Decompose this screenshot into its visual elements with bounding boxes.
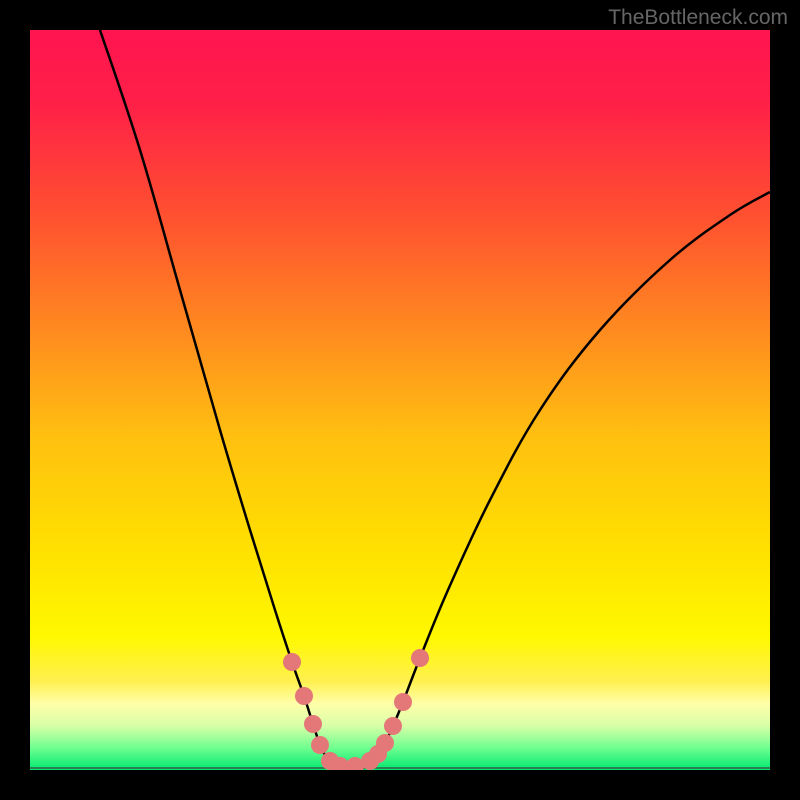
curve-marker: [295, 687, 313, 705]
curve-marker: [376, 734, 394, 752]
curve-marker: [411, 649, 429, 667]
watermark-text: TheBottleneck.com: [608, 6, 788, 30]
curve-marker: [384, 717, 402, 735]
chart-svg: [30, 30, 770, 770]
curve-marker: [311, 736, 329, 754]
chart-background: [30, 30, 770, 770]
curve-marker: [304, 715, 322, 733]
curve-marker: [394, 693, 412, 711]
curve-marker: [283, 653, 301, 671]
bottleneck-chart: [30, 30, 770, 770]
